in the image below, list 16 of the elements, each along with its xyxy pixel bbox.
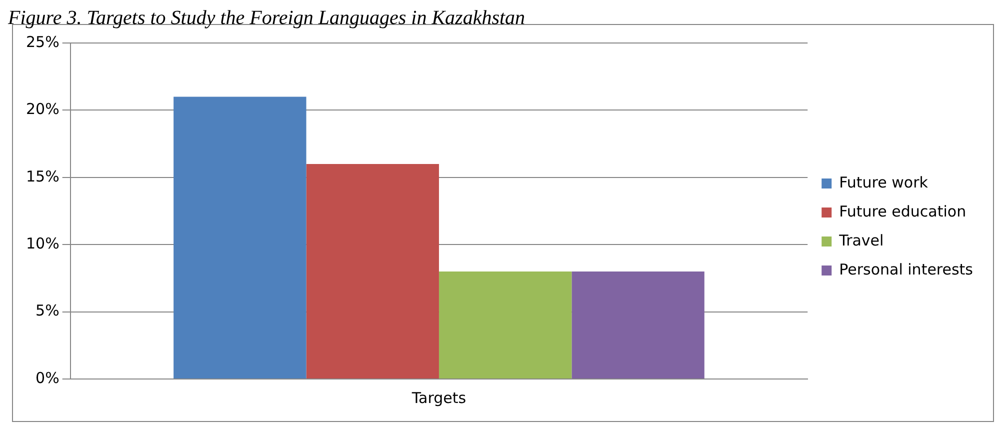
y-tick-label: 0%: [36, 368, 60, 387]
legend-label: Travel: [838, 231, 884, 250]
legend-label: Future work: [839, 173, 928, 192]
y-tick-label: 25%: [26, 32, 60, 51]
y-tick-label: 15%: [26, 167, 60, 186]
bar: [174, 96, 306, 378]
y-tick-label: 20%: [26, 100, 60, 118]
y-tick-label: 5%: [36, 302, 60, 320]
bar: [306, 164, 439, 378]
bar: [438, 271, 572, 378]
chart-title: Figure 3. Targets to Study the Foreign Languages in Kazakhstan: [8, 7, 526, 29]
y-tick-label: 10%: [26, 234, 60, 252]
legend-label: Personal interests: [839, 260, 974, 278]
bar: [572, 271, 704, 378]
legend-label: Future education: [839, 202, 966, 220]
x-tick-label: Targets: [410, 388, 466, 407]
